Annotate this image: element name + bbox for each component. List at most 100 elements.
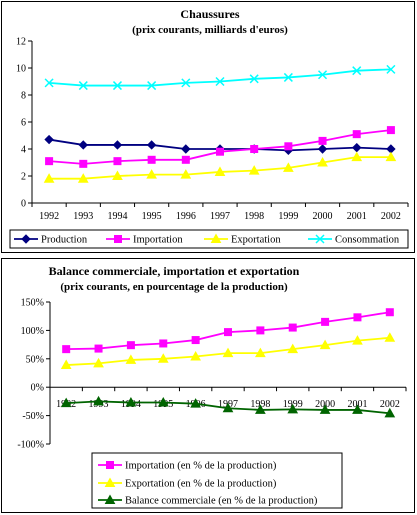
data-point [352,130,361,139]
chart-subtitle: (prix courants, milliards d'euros) [132,24,288,36]
legend-item: Consommation [308,234,400,246]
data-point [93,357,104,368]
data-point [43,173,55,183]
series-exportation [43,151,397,183]
x-tick-label: 1996 [176,211,196,222]
series-importation [45,126,395,168]
data-point [386,126,395,135]
legend-marker [104,494,116,504]
data-point [147,81,157,91]
data-point [113,157,122,166]
data-point [248,165,260,175]
data-point [222,402,234,413]
data-point [112,140,123,150]
data-point [250,145,259,153]
series-consommation [44,64,396,91]
data-point [318,70,328,80]
legend-label: Exportation (en % de la production) [125,479,277,490]
data-point [353,313,362,322]
data-point [77,173,89,183]
series-exportation-en-de-la-production [60,332,396,370]
y-tick-label: 0% [31,383,44,394]
legend-label: Exportation [231,235,281,246]
data-point [181,78,191,88]
data-point [94,344,103,353]
data-point [112,170,123,180]
data-point [157,353,169,363]
data-point [159,339,168,348]
y-tick-label: 2 [21,172,26,183]
data-point [351,151,363,162]
legend-marker [114,235,122,243]
legend-label: Production [41,235,88,246]
chart-panel-bottom: Balance commerciale, importation et expo… [1,258,415,513]
legend-box [91,452,343,509]
legend-marker [104,477,116,487]
data-point [321,317,330,326]
data-point [44,78,54,88]
data-point [317,144,328,154]
data-point [125,397,137,407]
data-point [386,64,396,74]
data-point [62,345,71,354]
y-tick-label: 150% [21,298,44,309]
legend-marker [315,234,325,244]
legend-label: Balance commerciale (en % de la producti… [125,496,318,507]
y-tick-label: 0 [21,199,26,210]
data-point [147,155,156,164]
data-point [60,359,72,370]
x-tick-label: 1992 [39,211,59,222]
data-point [216,147,224,156]
data-point [79,159,88,168]
legend-label: Consommation [335,235,400,246]
data-point [385,151,397,162]
x-tick-label: 1999 [278,211,298,222]
data-point [255,347,266,358]
data-point [319,404,331,414]
data-point [352,66,362,76]
data-point [60,397,72,408]
x-tick-label: 2001 [347,211,367,222]
x-tick-label: 2000 [313,211,333,222]
series-importation-en-de-la-production [62,308,394,354]
data-point [157,397,169,407]
series-balance-commerciale-en-de-la-production [60,395,396,418]
chart-title: Chaussures [180,7,239,21]
data-point [319,339,331,350]
data-point [181,144,191,154]
y-tick-label: -50% [22,411,44,422]
data-point [256,326,265,335]
legend-label: Importation (en % de la production) [125,461,277,472]
data-point [146,140,157,150]
y-tick-label: 50% [26,354,44,365]
legend-marker [210,233,222,243]
data-point [283,162,294,172]
data-point [112,81,122,91]
y-tick-label: 12 [16,37,26,48]
chart-panel-top: Chaussures (prix courants, milliards d'eu… [1,1,415,253]
data-point [93,395,104,406]
data-point [180,169,192,179]
legend-item: Exportation (en % de la production) [98,477,277,490]
data-point [352,404,363,414]
data-point [288,323,297,332]
legend: Production Importation Exportation Consomma… [9,229,409,249]
chart-title: Balance commerciale, importation et expo… [49,264,300,278]
data-point [125,354,137,364]
data-point [181,155,190,164]
data-point [283,72,293,82]
legend: Importation (en % de la production) Expor… [91,452,343,509]
legend-item: Exportation [204,233,281,246]
legend-item: Importation [106,235,183,246]
y-tick-label: -100% [17,440,44,451]
data-point [214,166,226,176]
data-point [191,336,200,345]
data-point [318,136,327,145]
y-tick-label: 6 [21,118,26,129]
data-point [146,169,157,179]
x-tick-label: 1994 [107,211,127,222]
x-tick-label: 2002 [380,399,400,410]
chart-chaussures: Chaussures (prix courants, milliards d'eu… [9,7,409,249]
data-point [284,142,293,151]
x-tick-label: 2002 [381,211,401,222]
